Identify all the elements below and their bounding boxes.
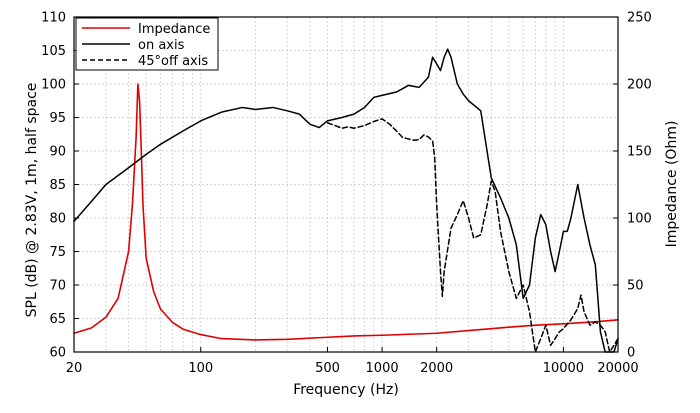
legend: Impedance on axis 45°off axis <box>75 17 219 71</box>
y-axis-right-title: Impedance (Ohm) <box>664 121 680 248</box>
series-line-45-off-axis <box>326 118 619 353</box>
x-tick-label: 100 <box>188 361 213 376</box>
y-left-tick-label: 85 <box>49 178 66 193</box>
y-left-tick-label: 95 <box>49 111 66 126</box>
y-right-tick-label: 50 <box>627 279 644 294</box>
series-line-impedance <box>73 83 619 341</box>
legend-label-45-off-axis: 45°off axis <box>138 54 208 69</box>
legend-label-impedance: Impedance <box>138 22 210 37</box>
y-left-tick-label: 100 <box>41 78 66 93</box>
y-left-tick-label: 65 <box>49 312 66 327</box>
y-left-tick-label: 80 <box>49 212 66 227</box>
grid <box>74 17 618 352</box>
y-left-tick-label: 110 <box>41 11 66 26</box>
y-left-tick-label: 70 <box>49 279 66 294</box>
x-tick-label: 20000 <box>597 361 638 376</box>
x-tick-label: 2000 <box>420 361 453 376</box>
y-left-tick-label: 60 <box>49 346 66 361</box>
y-right-tick-label: 200 <box>627 78 652 93</box>
x-tick-label: 20 <box>66 361 83 376</box>
y-right-tick-label: 100 <box>627 212 652 227</box>
series-line-on-axis <box>73 48 619 353</box>
y-right-tick-label: 250 <box>627 11 652 26</box>
y-left-tick-label: 105 <box>41 44 66 59</box>
y-right-tick-label: 0 <box>627 346 635 361</box>
y-right-tick-label: 150 <box>627 145 652 160</box>
y-axis-left-title: SPL (dB) @ 2.83V, 1m, half space <box>24 83 40 318</box>
y-left-tick-label: 75 <box>49 245 66 260</box>
series-layer <box>73 48 619 353</box>
x-axis-title: Frequency (Hz) <box>293 382 399 398</box>
x-tick-label: 1000 <box>366 361 399 376</box>
tick-labels: 20 100 500 1000 2000 10000 2000060657075808590… <box>41 11 652 377</box>
x-tick-label: 500 <box>315 361 340 376</box>
x-tick-label: 10000 <box>543 361 584 376</box>
axes <box>73 16 619 353</box>
y-left-tick-label: 90 <box>49 145 66 160</box>
legend-label-on-axis: on axis <box>138 38 185 53</box>
